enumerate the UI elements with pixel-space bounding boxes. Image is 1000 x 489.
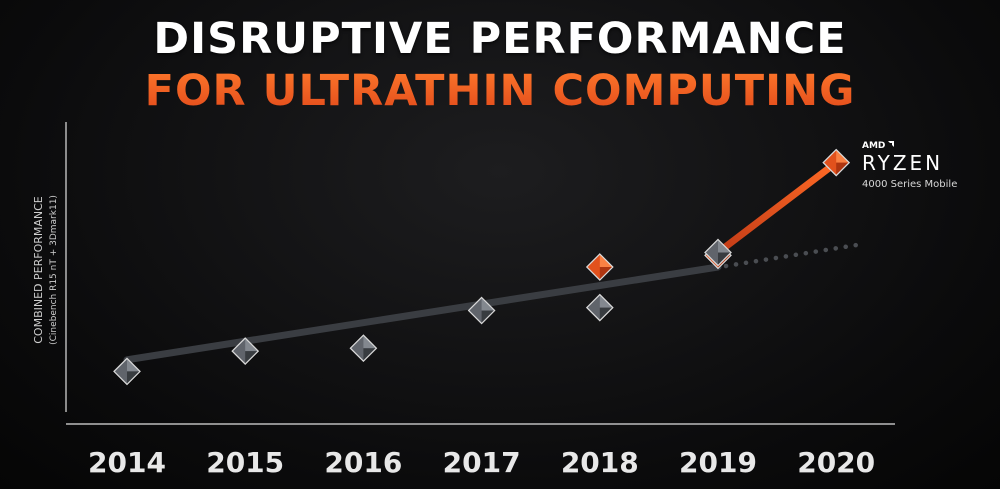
lines-layer — [123, 159, 867, 364]
amd-growth-line — [714, 159, 840, 256]
marker-orange-2020 — [822, 148, 851, 177]
title-line-2: FOR ULTRATHIN COMPUTING — [0, 66, 1000, 116]
marker-gray-2019 — [704, 238, 732, 267]
marker-layer — [113, 148, 851, 386]
x-tick-2019: 2019 — [679, 446, 757, 479]
marker-orange-2018 — [585, 253, 614, 281]
logo-brand: AMD — [862, 141, 885, 151]
trend-line — [123, 263, 722, 364]
x-tick-2014: 2014 — [88, 446, 166, 479]
x-tick-2015: 2015 — [206, 446, 284, 479]
ryzen-logo: AMD RYZEN 4000 Series Mobile — [862, 141, 957, 190]
logo-subtitle: 4000 Series Mobile — [862, 179, 957, 190]
marker-gray-2017 — [467, 296, 496, 325]
trend-projection-line — [723, 241, 867, 269]
logo-product: RYZEN — [862, 151, 943, 175]
axes — [65, 122, 895, 425]
y-axis-sublabel: (Cinebench R15 nT + 3Dmark11) — [49, 195, 59, 345]
marker-gray-2015 — [231, 337, 260, 365]
marker-gray-2016 — [349, 334, 378, 363]
x-tick-2018: 2018 — [561, 446, 639, 479]
x-tick-2016: 2016 — [324, 446, 402, 479]
x-tick-labels: 2014 2015 2016 2017 2018 2019 2020 — [88, 446, 875, 479]
x-tick-2020: 2020 — [797, 446, 875, 479]
marker-gray-2018 — [585, 293, 614, 322]
y-axis-label: COMBINED PERFORMANCE — [32, 196, 45, 344]
marker-gray-2014 — [113, 357, 141, 386]
x-tick-2017: 2017 — [443, 446, 521, 479]
amd-arrow-icon — [888, 141, 894, 147]
y-axis-label-group: COMBINED PERFORMANCE (Cinebench R15 nT +… — [32, 195, 59, 345]
title-line-1: DISRUPTIVE PERFORMANCE — [153, 14, 847, 64]
